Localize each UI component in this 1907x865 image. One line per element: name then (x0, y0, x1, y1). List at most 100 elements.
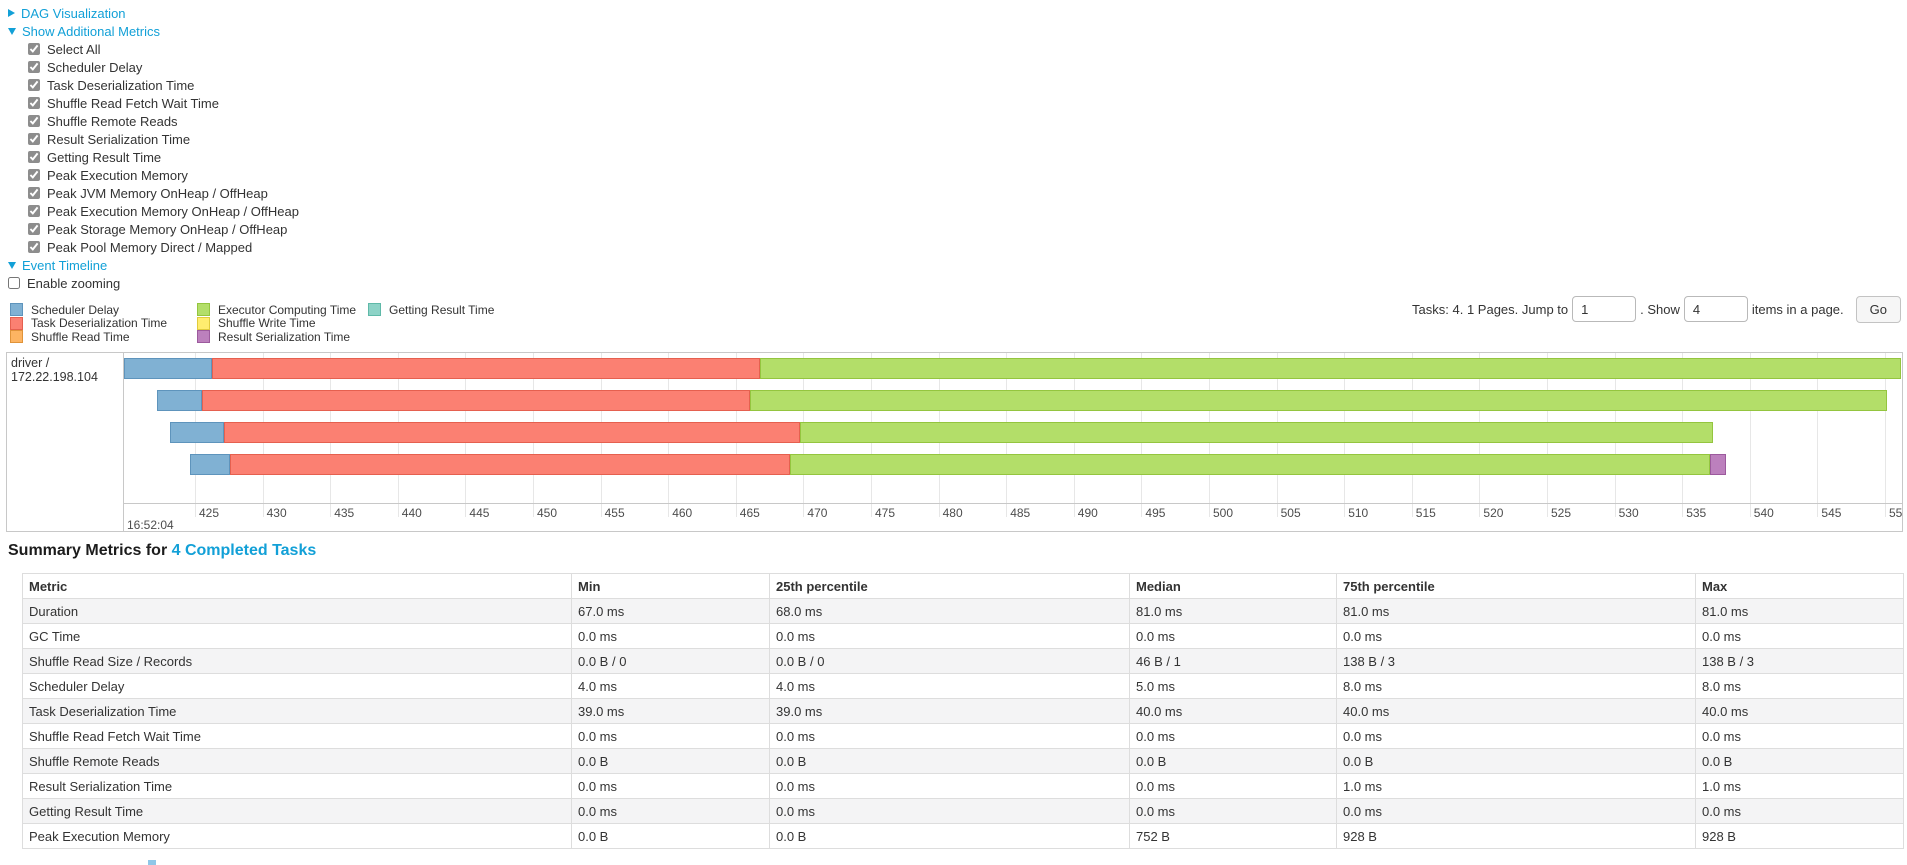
metric-value-cell: 1.0 ms (1336, 773, 1696, 799)
timeline-bar-segment-executor_computing[interactable] (750, 390, 1887, 411)
metric-checkbox-label: Peak JVM Memory OnHeap / OffHeap (47, 185, 268, 201)
metric-checkbox-row-result-serialization-time[interactable]: Result Serialization Time (8, 130, 299, 148)
table-row-duration: Duration 67.0 ms 68.0 ms 81.0 ms 81.0 ms 81.0… (22, 598, 1904, 624)
timeline-bar-segment-scheduler_delay[interactable] (170, 422, 224, 443)
metric-checkbox-row-task-deserialization-time[interactable]: Task Deserialization Time (8, 76, 299, 94)
metric-value-cell: 0.0 ms (1129, 773, 1337, 799)
additional-metrics-checkbox-list: Select All Scheduler Delay Task Deserializ… (8, 40, 299, 256)
checkbox-result-serialization-time[interactable] (28, 133, 40, 145)
caret-down-icon (8, 27, 16, 35)
timeline-bar-segment-task_deserialization[interactable] (230, 454, 790, 475)
metric-name-cell: Peak Execution Memory (22, 823, 572, 849)
metric-checkbox-row-shuffle-remote-reads[interactable]: Shuffle Remote Reads (8, 112, 299, 130)
go-button[interactable]: Go (1855, 295, 1901, 323)
legend-item-shuffle-write-time: Shuffle Write Time (197, 316, 316, 330)
metric-checkbox-row-peak-pool-memory-direct-mapped[interactable]: Peak Pool Memory Direct / Mapped (8, 238, 299, 256)
legend-label: Scheduler Delay (31, 302, 120, 317)
checkbox-peak-execution-memory[interactable] (28, 169, 40, 181)
checkbox-peak-storage-memory-onheap-offheap[interactable] (28, 223, 40, 235)
column-header-min: Min (571, 573, 770, 599)
legend-item-getting-result-time: Getting Result Time (368, 303, 494, 317)
metric-checkbox-row-scheduler-delay[interactable]: Scheduler Delay (8, 58, 299, 76)
table-row-gc-time: GC Time 0.0 ms 0.0 ms 0.0 ms 0.0 ms 0.0 ms (22, 623, 1904, 649)
show-additional-metrics-link[interactable]: Show Additional Metrics (22, 23, 161, 39)
checkbox-shuffle-read-fetch-wait-time[interactable] (28, 97, 40, 109)
checkbox-scheduler-delay[interactable] (28, 61, 40, 73)
axis-tick (1344, 504, 1346, 517)
checkbox-shuffle-remote-reads[interactable] (28, 115, 40, 127)
axis-tick-label: 450 (537, 506, 558, 520)
axis-tick-label: 510 (1348, 506, 1369, 520)
metric-checkbox-row-peak-jvm-memory-onheap-offheap[interactable]: Peak JVM Memory OnHeap / OffHeap (8, 184, 299, 202)
axis-tick-label: 480 (942, 506, 963, 520)
metric-checkbox-row-shuffle-read-fetch-wait-time[interactable]: Shuffle Read Fetch Wait Time (8, 94, 299, 112)
metric-value-cell: 752 B (1129, 823, 1337, 849)
axis-tick (735, 504, 737, 517)
axis-tick-label: 495 (1145, 506, 1166, 520)
timeline-bar-segment-task_deserialization[interactable] (224, 422, 800, 443)
axis-tick (1141, 504, 1143, 517)
timeline-bar-segment-result_serialization[interactable] (1710, 454, 1726, 475)
gridline (1817, 353, 1819, 503)
task-pagination: Tasks: 4. 1 Pages. Jump to . Show items … (1408, 294, 1901, 324)
metric-value-cell: 81.0 ms (1129, 598, 1337, 624)
time-axis-major-label: 16:52:04 (127, 518, 174, 532)
metric-checkbox-row-peak-storage-memory-onheap-offheap[interactable]: Peak Storage Memory OnHeap / OffHeap (8, 220, 299, 238)
enable-zooming-row[interactable]: Enable zooming (8, 274, 299, 292)
metric-value-cell: 0.0 ms (769, 623, 1130, 649)
legend-swatch-task_deserialization (10, 316, 23, 330)
metric-value-cell: 40.0 ms (1129, 698, 1337, 724)
metric-checkbox-label: Scheduler Delay (47, 59, 143, 75)
metric-checkbox-label: Result Serialization Time (47, 131, 191, 147)
metric-value-cell: 0.0 B / 0 (571, 648, 770, 674)
timeline-bar-segment-task_deserialization[interactable] (202, 390, 750, 411)
legend-label: Shuffle Write Time (218, 316, 316, 330)
checkbox-peak-jvm-memory-onheap-offheap[interactable] (28, 187, 40, 199)
axis-tick (1885, 504, 1886, 517)
timeline-bar-segment-executor_computing[interactable] (760, 358, 1901, 379)
metric-value-cell: 0.0 B (769, 823, 1130, 849)
metric-value-cell: 0.0 B (571, 823, 770, 849)
gridline (1749, 353, 1751, 503)
checkbox-peak-execution-memory-onheap-offheap[interactable] (28, 205, 40, 217)
checkbox-select-all[interactable] (28, 43, 40, 55)
metric-value-cell: 0.0 ms (1695, 723, 1904, 749)
jump-to-page-input[interactable] (1572, 296, 1637, 322)
timeline-bar-segment-task_deserialization[interactable] (212, 358, 760, 379)
metric-checkbox-row-peak-execution-memory-onheap-offheap[interactable]: Peak Execution Memory OnHeap / OffHeap (8, 202, 299, 220)
timeline-bar-segment-scheduler_delay[interactable] (124, 358, 212, 379)
completed-tasks-link[interactable]: 4 Completed Tasks (171, 542, 317, 559)
legend-item-result-serialization-time: Result Serialization Time (197, 330, 350, 344)
axis-tick (1073, 504, 1075, 517)
dag-visualization-link[interactable]: DAG Visualization (21, 5, 126, 21)
show-additional-metrics-toggle[interactable]: Show Additional Metrics (8, 22, 299, 40)
checkbox-getting-result-time[interactable] (28, 151, 40, 163)
event-timeline-link[interactable]: Event Timeline (22, 257, 108, 273)
metric-value-cell: 0.0 B (1129, 748, 1337, 774)
metric-value-cell: 0.0 ms (1336, 798, 1696, 824)
metric-checkbox-row-select-all[interactable]: Select All (8, 40, 299, 58)
metric-value-cell: 0.0 ms (1695, 623, 1904, 649)
metric-value-cell: 0.0 ms (571, 773, 770, 799)
event-timeline-toggle[interactable]: Event Timeline (8, 256, 299, 274)
items-per-page-input[interactable] (1683, 296, 1748, 322)
timeline-bar-segment-scheduler_delay[interactable] (157, 390, 202, 411)
metric-checkbox-row-getting-result-time[interactable]: Getting Result Time (8, 148, 299, 166)
checkbox-peak-pool-memory-direct-mapped[interactable] (28, 241, 40, 253)
axis-tick-label: 455 (604, 506, 625, 520)
enable-zooming-checkbox[interactable] (8, 277, 20, 289)
legend-label: Task Deserialization Time (31, 316, 168, 330)
dag-visualization-toggle[interactable]: DAG Visualization (8, 4, 299, 22)
axis-tick-label: 520 (1483, 506, 1504, 520)
timeline-bar-segment-scheduler_delay[interactable] (190, 454, 230, 475)
metric-name-cell: Duration (22, 598, 572, 624)
stage-page-controls: DAG Visualization Show Additional Metric… (8, 4, 299, 292)
metric-checkbox-row-peak-execution-memory[interactable]: Peak Execution Memory (8, 166, 299, 184)
timeline-bar-segment-executor_computing[interactable] (800, 422, 1713, 443)
checkbox-task-deserialization-time[interactable] (28, 79, 40, 91)
timeline-bar-segment-executor_computing[interactable] (790, 454, 1710, 475)
axis-tick (330, 504, 332, 517)
axis-tick (871, 504, 872, 517)
axis-tick-label: 500 (1213, 506, 1234, 520)
metric-checkbox-label: Task Deserialization Time (47, 77, 195, 93)
